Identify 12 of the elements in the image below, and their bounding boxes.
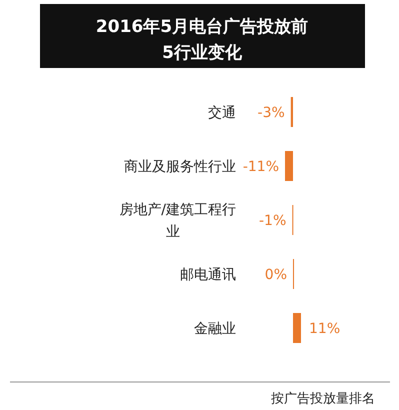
data-label: -11% xyxy=(242,158,279,175)
data-label: 11% xyxy=(309,320,340,337)
y-tick-label: 房地产/建筑工程行业 xyxy=(119,202,236,240)
y-tick-label: 金融业 xyxy=(194,320,236,337)
y-tick-label: 邮电通讯 xyxy=(180,266,236,283)
chart-title: 2016年5月电台广告投放前5行业变化 xyxy=(96,16,308,63)
data-label: -3% xyxy=(258,104,285,121)
data-label: -1% xyxy=(259,212,286,229)
y-tick-label: 交通 xyxy=(208,104,236,121)
y-tick-label: 商业及服务性行业 xyxy=(124,158,236,175)
data-label: 0% xyxy=(264,266,287,283)
text: 按广告投放量排名 xyxy=(271,392,375,407)
